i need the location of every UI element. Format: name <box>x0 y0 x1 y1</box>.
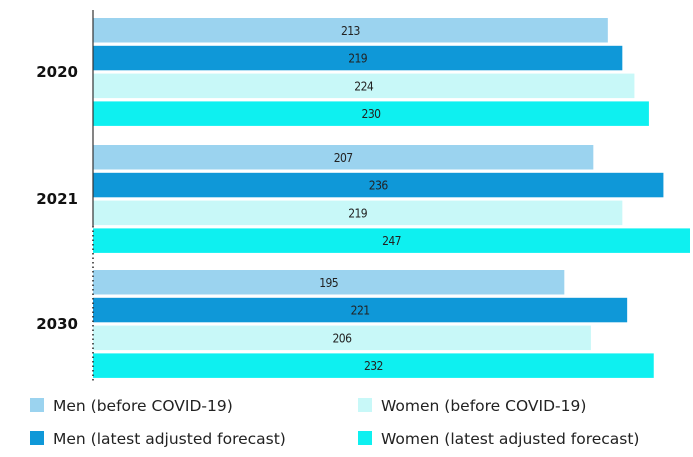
bar-2030-series-1 <box>93 297 628 323</box>
bar-value-label: 206 <box>333 331 353 345</box>
legend-item: Women (before COVID-19) <box>358 397 586 415</box>
bar-value-label: 219 <box>348 206 368 220</box>
legend-item: Women (latest adjusted forecast) <box>358 430 639 448</box>
bar-2021-series-3 <box>93 228 690 253</box>
legend-item: Men (latest adjusted forecast) <box>30 430 286 448</box>
bar-value-label: 230 <box>362 107 382 121</box>
bar-2020-series-0 <box>93 18 608 43</box>
bar-2020-series-2 <box>93 73 635 99</box>
bar-2030-series-0 <box>93 270 565 295</box>
legend-item: Men (before COVID-19) <box>30 397 233 415</box>
bar-2021-series-2 <box>93 200 623 226</box>
bar-2021-series-0 <box>93 145 594 170</box>
bar-2030-series-2 <box>93 325 591 351</box>
bar-value-label: 232 <box>364 359 383 373</box>
legend-swatch <box>30 398 44 412</box>
legend-label: Men (before COVID-19) <box>53 397 233 415</box>
bar-value-label: 207 <box>334 151 353 165</box>
category-labels: 2020 2021 2030 <box>36 63 78 333</box>
bar-value-label: 219 <box>348 52 368 66</box>
legend-swatch <box>358 431 372 445</box>
bar-value-label: 195 <box>319 276 338 290</box>
legend: Men (before COVID-19) Men (latest adjuste… <box>30 397 639 448</box>
bar-2020-series-1 <box>93 45 623 71</box>
bar-value-label: 224 <box>354 79 374 93</box>
legend-swatch <box>358 398 372 412</box>
category-label-2021: 2021 <box>36 190 78 208</box>
category-label-2030: 2030 <box>36 315 78 333</box>
bar-2020-series-3 <box>93 101 649 126</box>
bar-2021-series-1 <box>93 172 664 198</box>
legend-swatch <box>30 431 44 445</box>
bar-value-label: 213 <box>341 24 360 38</box>
bar-value-label: 221 <box>351 304 370 318</box>
bar-value-label: 236 <box>369 179 389 193</box>
legend-label: Women (latest adjusted forecast) <box>381 430 639 448</box>
legend-label: Women (before COVID-19) <box>381 397 586 415</box>
bar-value-label: 247 <box>382 234 401 248</box>
bar-2030-series-3 <box>93 353 654 378</box>
category-label-2020: 2020 <box>36 63 78 81</box>
legend-label: Men (latest adjusted forecast) <box>53 430 286 448</box>
